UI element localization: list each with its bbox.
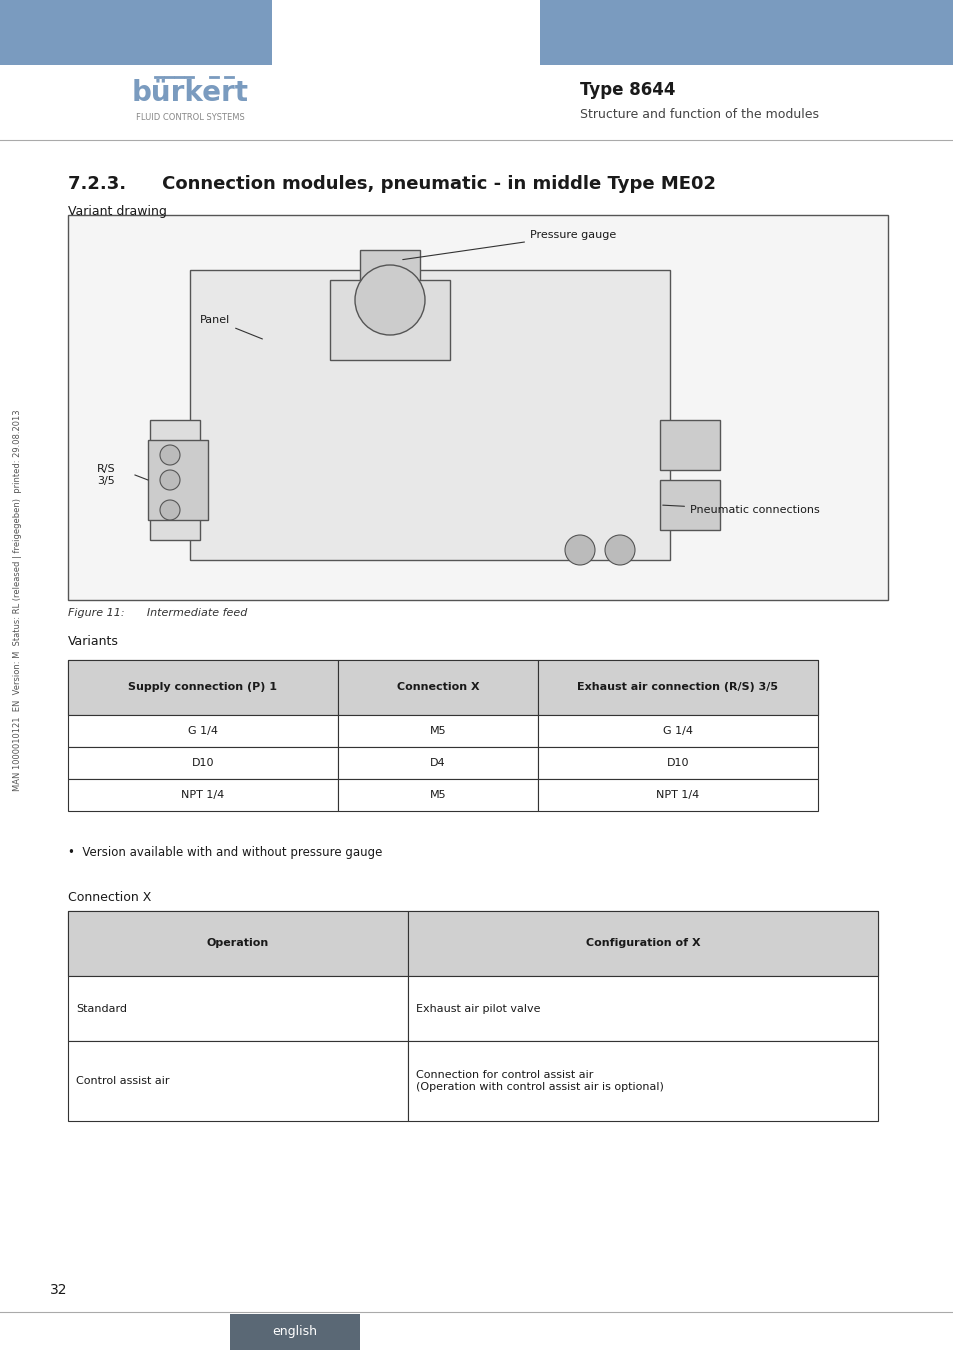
Bar	[337, 660, 537, 716]
Bar	[408, 1041, 877, 1120]
Bar	[539, 0, 953, 65]
Bar	[68, 911, 408, 976]
Bar	[68, 976, 408, 1041]
Bar	[68, 1041, 408, 1120]
Text: G 1/4: G 1/4	[662, 726, 692, 736]
Text: M5: M5	[429, 726, 446, 736]
Text: Standard: Standard	[76, 1003, 127, 1014]
Text: G 1/4: G 1/4	[188, 726, 218, 736]
Circle shape	[160, 500, 180, 520]
Bar	[230, 1314, 359, 1350]
Text: Type 8644: Type 8644	[579, 81, 675, 99]
Text: Exhaust air connection (R/S) 3/5: Exhaust air connection (R/S) 3/5	[577, 683, 778, 693]
Bar	[150, 420, 200, 540]
Bar	[537, 747, 817, 779]
Text: Connection X: Connection X	[68, 891, 152, 904]
Bar	[537, 716, 817, 747]
Text: NPT 1/4: NPT 1/4	[656, 790, 699, 801]
Text: MAN 1000010121  EN  Version: M  Status: RL (released | freigegeben)  printed: 29: MAN 1000010121 EN Version: M Status: RL …	[13, 409, 23, 791]
Text: Variant drawing: Variant drawing	[68, 205, 167, 217]
Bar	[408, 976, 877, 1041]
Text: NPT 1/4: NPT 1/4	[181, 790, 224, 801]
Text: Connection X: Connection X	[396, 683, 478, 693]
Text: Operation: Operation	[207, 938, 269, 949]
Text: Pneumatic connections: Pneumatic connections	[662, 505, 819, 514]
Circle shape	[160, 470, 180, 490]
Bar	[68, 716, 337, 747]
Text: bürkert: bürkert	[132, 80, 248, 107]
Text: D10: D10	[666, 757, 688, 768]
Bar	[659, 481, 720, 531]
Bar	[68, 215, 887, 599]
Bar	[337, 747, 537, 779]
Text: Connection for control assist air
(Operation with control assist air is optional: Connection for control assist air (Opera…	[416, 1071, 663, 1092]
Circle shape	[604, 535, 635, 566]
Text: Supply connection (P) 1: Supply connection (P) 1	[129, 683, 277, 693]
Text: Control assist air: Control assist air	[76, 1076, 170, 1085]
Text: english: english	[273, 1326, 317, 1338]
Text: R/S
3/5: R/S 3/5	[96, 464, 115, 486]
Text: Panel: Panel	[200, 315, 262, 339]
Text: D10: D10	[192, 757, 214, 768]
Bar	[330, 279, 450, 360]
Bar	[68, 660, 817, 716]
Bar	[537, 660, 817, 716]
Bar	[190, 270, 669, 560]
Bar	[337, 716, 537, 747]
Bar	[68, 660, 337, 716]
Text: •  Version available with and without pressure gauge: • Version available with and without pre…	[68, 846, 382, 859]
Circle shape	[355, 265, 424, 335]
Bar	[359, 250, 419, 279]
Text: D4: D4	[430, 757, 445, 768]
Bar	[537, 779, 817, 811]
Text: Structure and function of the modules: Structure and function of the modules	[579, 108, 818, 122]
Bar	[0, 0, 272, 65]
Text: Variants: Variants	[68, 634, 119, 648]
Circle shape	[160, 446, 180, 464]
Text: 7.2.3.  Connection modules, pneumatic - in middle Type ME02: 7.2.3. Connection modules, pneumatic - i…	[68, 176, 716, 193]
Text: M5: M5	[429, 790, 446, 801]
Bar	[148, 440, 208, 520]
Text: Pressure gauge: Pressure gauge	[402, 230, 616, 259]
Bar	[408, 911, 877, 976]
Text: Exhaust air pilot valve: Exhaust air pilot valve	[416, 1003, 540, 1014]
Text: Figure 11:  Intermediate feed: Figure 11: Intermediate feed	[68, 608, 247, 618]
Text: 32: 32	[50, 1282, 68, 1297]
Bar	[337, 779, 537, 811]
Text: Configuration of X: Configuration of X	[585, 938, 700, 949]
Text: FLUID CONTROL SYSTEMS: FLUID CONTROL SYSTEMS	[135, 112, 244, 122]
Bar	[68, 911, 877, 976]
Bar	[68, 779, 337, 811]
Circle shape	[564, 535, 595, 566]
Bar	[68, 747, 337, 779]
Bar	[659, 420, 720, 470]
